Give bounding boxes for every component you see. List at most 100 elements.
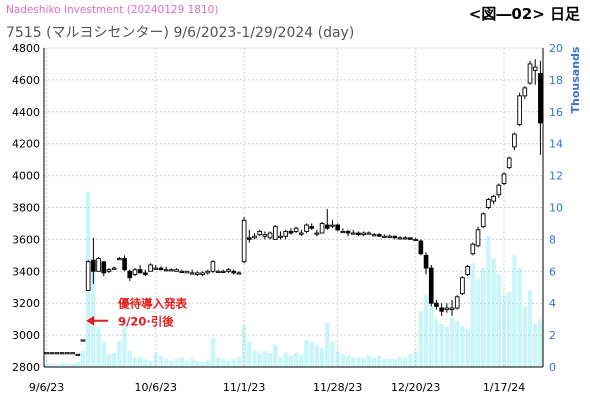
volume-tick-label: 0 (549, 361, 556, 374)
candle-body (75, 353, 81, 356)
candle-body (470, 243, 476, 255)
volume-bar (247, 341, 252, 367)
candle-body (293, 227, 299, 232)
volume-bar (408, 354, 413, 367)
volume-tick-label: 4 (549, 297, 556, 310)
candle-body (428, 267, 434, 304)
candle-body (350, 232, 356, 235)
volume-bar (434, 319, 439, 367)
candle-body (387, 235, 392, 238)
volume-bar (449, 317, 455, 367)
volume-bar (455, 320, 460, 367)
volume-tick-label: 12 (549, 170, 563, 183)
volume-bar (236, 357, 242, 367)
date-tick-label: 10/6/23 (135, 381, 177, 394)
candle-body (439, 307, 444, 312)
volume-bar (366, 355, 372, 367)
candle-body (117, 258, 122, 261)
candle-body (304, 224, 309, 232)
volume-tick-label: 2 (549, 329, 556, 342)
candle-body (413, 238, 418, 242)
candle-body (444, 307, 450, 311)
candle-body (402, 237, 408, 240)
volume-bar (54, 363, 60, 367)
candle-body (361, 232, 366, 236)
volume-tick-label: 6 (549, 265, 556, 278)
candle-body (517, 95, 522, 126)
candle-body (371, 234, 377, 237)
volume-bar (361, 359, 366, 367)
volume-tick-label: 14 (549, 138, 563, 151)
candle-body (356, 232, 361, 236)
volume-bar (512, 255, 517, 367)
volume-bar (309, 341, 314, 367)
date-tick-label: 9/6/23 (29, 381, 64, 394)
price-tick-label: 4000 (12, 170, 40, 183)
volume-bar (205, 360, 210, 367)
candle-body (267, 232, 273, 239)
candle-body (236, 272, 242, 275)
candle-body (335, 224, 340, 231)
candle-body (85, 261, 91, 291)
volume-bar (189, 359, 195, 367)
candle-body (501, 173, 507, 185)
candle-body (340, 230, 346, 234)
candle-body (382, 235, 387, 238)
candle-body (392, 235, 398, 239)
candle-body (70, 352, 75, 355)
candle-body (298, 232, 304, 235)
candle-body (491, 195, 496, 202)
candle-body (506, 157, 512, 169)
candle-body (179, 270, 185, 273)
candle-body (324, 224, 330, 229)
candle-body (252, 235, 257, 239)
volume-bar (382, 359, 387, 367)
volume-bar (252, 351, 257, 367)
volume-bar (423, 295, 429, 367)
volume-bar (460, 325, 465, 367)
candle-body (522, 87, 528, 97)
candle-body (262, 234, 268, 237)
volume-bar (195, 360, 200, 367)
volume-bar (101, 343, 106, 367)
volume-bar (80, 351, 86, 367)
candle-body (200, 272, 205, 275)
candle-body (246, 237, 252, 240)
candle-body (480, 213, 486, 228)
candle-body (434, 302, 439, 307)
date-tick-label: 12/20/23 (391, 381, 440, 394)
volume-tick-label: 20 (549, 42, 563, 55)
candle-body (512, 133, 517, 148)
candle-body (283, 230, 289, 237)
volume-bar (470, 263, 476, 367)
volume-bar (127, 351, 132, 367)
candle-body (449, 307, 455, 311)
candle-body (418, 240, 424, 255)
volume-bar (387, 359, 392, 367)
candle-body (163, 269, 169, 272)
volume-bar (49, 363, 54, 367)
volume-bar (293, 352, 299, 367)
volume-bar (304, 339, 309, 367)
candle-body (59, 352, 65, 355)
volume-bar (262, 351, 268, 367)
candle-body (319, 222, 325, 234)
volume-bar (314, 344, 320, 367)
candle-body (111, 267, 117, 270)
annotation-text: 9/20·引後 (118, 315, 174, 329)
volume-tick-label: 10 (549, 202, 563, 215)
volume-bar (65, 363, 70, 367)
candle-body (309, 226, 315, 229)
volume-bar (60, 362, 65, 367)
candle-body (49, 352, 55, 355)
volume-bar (356, 357, 361, 367)
date-tick-label: 11/1/23 (223, 381, 265, 394)
candle-body (215, 270, 221, 273)
volume-bar (153, 352, 158, 367)
candle-body (174, 269, 179, 272)
candle-body (96, 258, 101, 272)
volume-bar (340, 354, 346, 367)
candle-body (288, 230, 294, 234)
candle-body (184, 270, 190, 274)
candle-body (527, 63, 533, 84)
